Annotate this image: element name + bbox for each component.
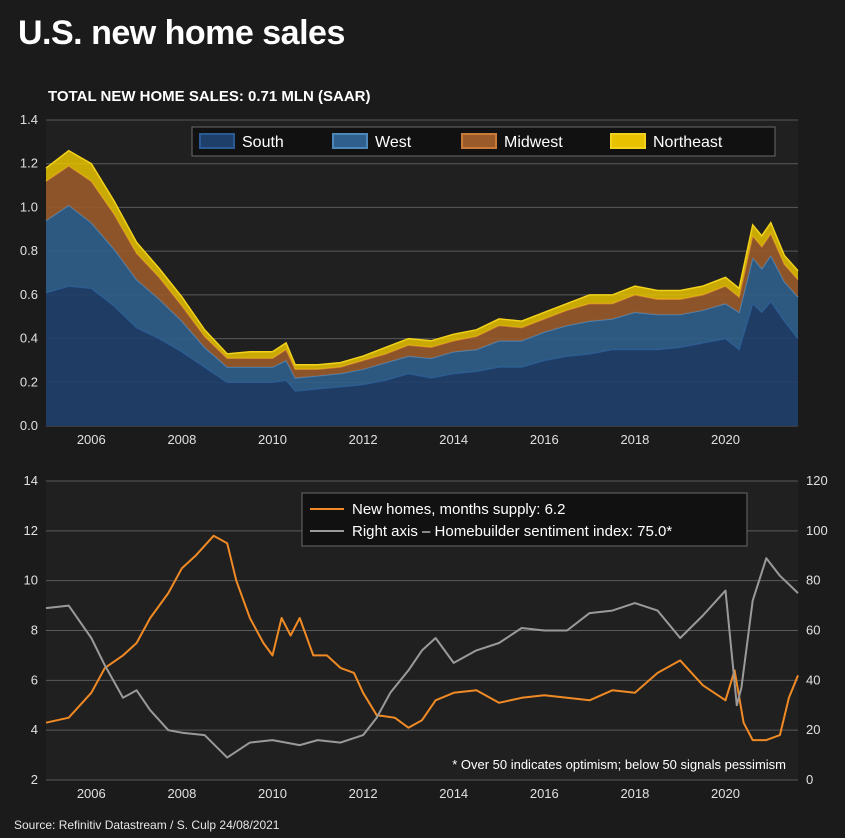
top-x-tick-label: 2020 bbox=[711, 432, 740, 447]
legend-swatch-west bbox=[332, 133, 368, 149]
area-west bbox=[46, 205, 798, 391]
top-y-tick-label: 0.0 bbox=[20, 418, 38, 433]
top-x-tick-label: 2010 bbox=[258, 432, 287, 447]
bottom-right-y-tick-label: 60 bbox=[806, 623, 820, 638]
bottom-x-tick-label: 2008 bbox=[167, 786, 196, 801]
legend-label-west: West bbox=[375, 134, 412, 151]
bottom-x-tick-label: 2016 bbox=[530, 786, 559, 801]
top-legend: South West Midwest Northeast bbox=[191, 126, 776, 157]
bottom-left-y-tick-label: 12 bbox=[24, 523, 38, 538]
legend-swatch-midwest bbox=[461, 133, 497, 149]
bottom-legend-box bbox=[301, 492, 748, 547]
bottom-right-y-tick-label: 40 bbox=[806, 672, 820, 687]
bottom-left-y-tick-label: 4 bbox=[31, 722, 38, 737]
legend-label-northeast: Northeast bbox=[653, 134, 723, 151]
area-south bbox=[46, 286, 798, 426]
bottom-x-tick-label: 2014 bbox=[439, 786, 468, 801]
legend-label-midwest: Midwest bbox=[504, 134, 563, 151]
bottom-right-y-tick-label: 20 bbox=[806, 722, 820, 737]
top-x-tick-label: 2008 bbox=[167, 432, 196, 447]
area-edge-northeast bbox=[45, 149, 799, 366]
top-y-tick-label: 0.6 bbox=[20, 287, 38, 302]
bottom-x-tick-label: 2010 bbox=[258, 786, 287, 801]
top-y-tick-label: 0.4 bbox=[20, 331, 38, 346]
top-y-tick-label: 1.2 bbox=[20, 156, 38, 171]
bottom-left-y-tick-label: 2 bbox=[31, 772, 38, 787]
top-x-tick-label: 2014 bbox=[439, 432, 468, 447]
bottom-x-tick-label: 2018 bbox=[620, 786, 649, 801]
bottom-right-y-tick-label: 100 bbox=[806, 523, 828, 538]
bottom-left-y-tick-label: 14 bbox=[24, 473, 38, 488]
top-chart-subtitle: TOTAL NEW HOME SALES: 0.71 MLN (SAAR) bbox=[48, 88, 371, 105]
top-y-tick-label: 1.0 bbox=[20, 199, 38, 214]
bottom-x-tick-label: 2006 bbox=[77, 786, 106, 801]
bottom-right-y-tick-label: 120 bbox=[806, 473, 828, 488]
bottom-right-y-tick-label: 80 bbox=[806, 573, 820, 588]
source-note: Source: Refinitiv Datastream / S. Culp 2… bbox=[14, 818, 280, 832]
bottom-right-y-tick-label: 0 bbox=[806, 772, 813, 787]
top-y-tick-label: 1.4 bbox=[20, 112, 38, 127]
legend-label-supply: New homes, months supply: 6.2 bbox=[352, 501, 565, 518]
bottom-legend: New homes, months supply: 6.2 Right axis … bbox=[301, 492, 748, 547]
bottom-left-y-tick-label: 6 bbox=[31, 672, 38, 687]
top-y-tick-label: 0.8 bbox=[20, 243, 38, 258]
legend-label-south: South bbox=[242, 134, 284, 151]
top-x-tick-label: 2016 bbox=[530, 432, 559, 447]
chart-title: U.S. new home sales bbox=[18, 14, 345, 52]
top-y-tick-label: 0.2 bbox=[20, 374, 38, 389]
legend-swatch-south bbox=[199, 133, 235, 149]
bottom-left-y-tick-label: 10 bbox=[24, 573, 38, 588]
bottom-left-y-tick-label: 8 bbox=[31, 623, 38, 638]
top-x-tick-label: 2012 bbox=[349, 432, 378, 447]
legend-label-sentiment: Right axis – Homebuilder sentiment index… bbox=[352, 523, 672, 540]
supply-line bbox=[45, 534, 799, 742]
top-legend-box bbox=[191, 126, 776, 157]
sentiment-line bbox=[45, 557, 799, 759]
sentiment-footnote: * Over 50 indicates optimism; below 50 s… bbox=[452, 757, 786, 772]
bottom-x-tick-label: 2012 bbox=[349, 786, 378, 801]
legend-swatch-northeast bbox=[610, 133, 646, 149]
bottom-x-tick-label: 2020 bbox=[711, 786, 740, 801]
top-x-tick-label: 2006 bbox=[77, 432, 106, 447]
top-x-tick-label: 2018 bbox=[620, 432, 649, 447]
